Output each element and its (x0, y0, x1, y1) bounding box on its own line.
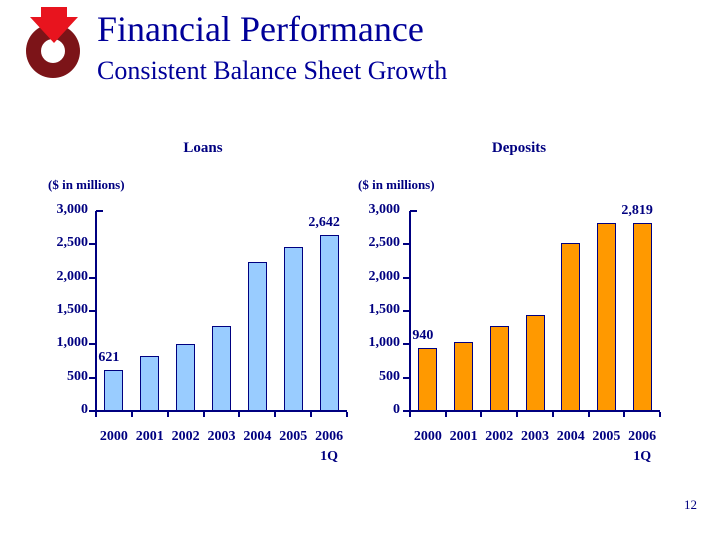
bar-value-label: 621 (98, 350, 120, 365)
x-axis-tick (202, 412, 205, 417)
y-axis-tick-label: 2,500 (368, 235, 401, 251)
x-axis-category-label: 2004 (243, 429, 272, 444)
x-axis-category-label: 2003 (521, 429, 549, 444)
y-axis-tick (89, 410, 96, 412)
bar-2005 (596, 223, 616, 411)
x-axis-category-label: 2001 (449, 429, 478, 444)
y-axis-tick (89, 276, 96, 279)
x-axis-suffix-label: 1Q (633, 449, 652, 464)
bar-value-label: 2,642 (308, 215, 340, 230)
chart-title: Loans (183, 140, 223, 156)
x-axis-tick (95, 412, 97, 417)
y-axis-tick-label: 3,000 (56, 202, 89, 217)
x-axis-tick (659, 412, 661, 417)
x-axis-tick (623, 412, 626, 417)
logo-down-arrow-icon (30, 7, 78, 43)
x-axis-tick (238, 412, 241, 417)
x-axis-tick (274, 412, 277, 417)
y-axis-tick-label: 3,000 (368, 202, 401, 217)
y-axis-tick (403, 343, 410, 346)
x-axis-category-label: 2005 (592, 429, 621, 444)
company-logo-graphic (26, 7, 80, 78)
x-axis-suffix-label: 1Q (320, 449, 338, 464)
bar-2003 (212, 326, 231, 411)
x-axis-line (409, 410, 660, 412)
y-axis-tick (403, 276, 410, 279)
bar-value-label: 2,819 (621, 203, 653, 218)
bar-2001 (454, 342, 474, 411)
x-axis-category-label: 2006 (315, 429, 344, 444)
bar-2002 (489, 326, 509, 411)
y-axis-tick (96, 210, 103, 212)
x-axis-line (95, 410, 347, 412)
x-axis-tick (130, 412, 133, 417)
x-axis-tick (480, 412, 483, 417)
units-label: ($ in millions) (358, 177, 435, 192)
x-axis-tick (310, 412, 313, 417)
x-axis-category-label: 2002 (171, 429, 200, 444)
y-axis-tick-label: 500 (379, 368, 400, 384)
y-axis-tick (403, 310, 410, 312)
bar-2004 (247, 262, 267, 411)
y-axis-tick-label: 0 (393, 402, 400, 417)
bar-2006 (319, 235, 339, 411)
bar-2004 (561, 243, 581, 411)
x-axis-tick (444, 412, 447, 417)
y-axis-tick (410, 210, 417, 212)
bar-2000 (104, 370, 124, 411)
y-axis-tick-label: 0 (81, 402, 88, 417)
y-axis-tick (403, 376, 410, 379)
x-axis-tick (516, 412, 519, 417)
x-axis-category-label: 2000 (99, 429, 128, 444)
bar-value-label: 940 (412, 328, 434, 343)
y-axis-tick-label: 1,500 (368, 302, 401, 317)
x-axis-tick (346, 412, 348, 417)
units-label: ($ in millions) (48, 177, 125, 192)
y-axis-tick-label: 1,000 (368, 335, 401, 351)
y-axis-tick-label: 500 (67, 368, 88, 384)
y-axis-tick-label: 1,000 (56, 335, 89, 351)
x-axis-category-label: 2004 (556, 429, 585, 444)
x-axis-category-label: 2003 (207, 429, 236, 444)
x-axis-category-label: 2001 (135, 429, 164, 444)
chart-title: Deposits (491, 140, 547, 156)
y-axis-tick-label: 2,000 (56, 268, 89, 284)
bar-2006 (632, 223, 652, 411)
logo-ring-hole (41, 39, 65, 63)
x-axis-category-label: 2002 (485, 429, 514, 444)
bar-2005 (283, 247, 303, 411)
y-axis-line (409, 211, 411, 412)
bar-2000 (418, 348, 438, 411)
bar-2001 (140, 356, 160, 411)
x-axis-category-label: 2005 (279, 429, 308, 444)
x-axis-category-label: 2006 (628, 429, 657, 444)
page-subtitle: Consistent Balance Sheet Growth (97, 56, 448, 85)
x-axis-tick (166, 412, 169, 417)
y-axis-tick (89, 310, 96, 312)
y-axis-tick (403, 410, 410, 412)
page-title: Financial Performance (97, 9, 424, 49)
y-axis-tick-label: 1,500 (56, 302, 89, 317)
bar-2002 (176, 344, 196, 411)
x-axis-category-label: 2000 (413, 429, 442, 444)
y-axis-line (95, 211, 97, 412)
page-number: 12 (684, 497, 697, 512)
x-axis-tick (551, 412, 554, 417)
y-axis-tick (89, 376, 96, 379)
x-axis-tick (587, 412, 590, 417)
y-axis-tick (89, 243, 96, 246)
company-logo (21, 6, 87, 80)
y-axis-tick (403, 243, 410, 246)
bar-2003 (525, 315, 545, 411)
x-axis-tick (409, 412, 411, 417)
y-axis-tick-label: 2,500 (56, 235, 89, 251)
y-axis-tick (89, 343, 96, 346)
y-axis-tick-label: 2,000 (368, 268, 401, 284)
